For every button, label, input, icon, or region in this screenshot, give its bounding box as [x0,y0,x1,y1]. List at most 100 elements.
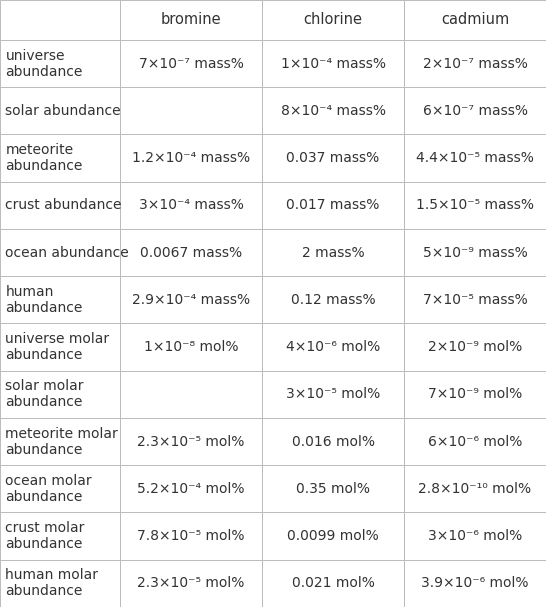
Bar [404,371,546,418]
Text: 6×10⁻⁷ mass%: 6×10⁻⁷ mass% [423,104,527,118]
Text: 3×10⁻⁶ mol%: 3×10⁻⁶ mol% [428,529,522,543]
Text: 0.017 mass%: 0.017 mass% [286,198,380,212]
Bar [0,87,120,135]
Text: 0.021 mol%: 0.021 mol% [292,577,375,591]
Bar [262,560,404,607]
Bar [262,418,404,465]
Text: cadmium: cadmium [441,13,509,27]
Bar [120,324,262,371]
Text: 8×10⁻⁴ mass%: 8×10⁻⁴ mass% [281,104,385,118]
Bar [120,371,262,418]
Bar [404,324,546,371]
Text: 1.5×10⁻⁵ mass%: 1.5×10⁻⁵ mass% [416,198,534,212]
Text: universe molar
abundance: universe molar abundance [5,332,110,362]
Text: 0.35 mol%: 0.35 mol% [296,482,370,496]
Bar [262,0,404,40]
Bar [120,40,262,87]
Text: crust molar
abundance: crust molar abundance [5,521,85,551]
Text: 4×10⁻⁶ mol%: 4×10⁻⁶ mol% [286,340,380,354]
Bar [404,229,546,276]
Text: 6×10⁻⁶ mol%: 6×10⁻⁶ mol% [428,435,522,449]
Bar [120,135,262,181]
Text: ocean abundance: ocean abundance [5,246,129,260]
Text: solar molar
abundance: solar molar abundance [5,379,84,410]
Text: bromine: bromine [161,13,222,27]
Text: chlorine: chlorine [304,13,363,27]
Text: solar abundance: solar abundance [5,104,121,118]
Text: ocean molar
abundance: ocean molar abundance [5,474,92,504]
Text: 3.9×10⁻⁶ mol%: 3.9×10⁻⁶ mol% [422,577,529,591]
Bar [262,276,404,324]
Bar [0,560,120,607]
Text: 1×10⁻⁴ mass%: 1×10⁻⁴ mass% [281,56,385,70]
Bar [0,276,120,324]
Text: 7×10⁻⁹ mol%: 7×10⁻⁹ mol% [428,387,522,401]
Bar [120,418,262,465]
Bar [404,465,546,512]
Text: meteorite molar
abundance: meteorite molar abundance [5,427,118,456]
Bar [404,418,546,465]
Bar [404,276,546,324]
Text: 2.3×10⁻⁵ mol%: 2.3×10⁻⁵ mol% [138,577,245,591]
Text: 2.8×10⁻¹⁰ mol%: 2.8×10⁻¹⁰ mol% [418,482,532,496]
Text: 0.016 mol%: 0.016 mol% [292,435,375,449]
Text: 0.0067 mass%: 0.0067 mass% [140,246,242,260]
Text: 7.8×10⁻⁵ mol%: 7.8×10⁻⁵ mol% [138,529,245,543]
Text: 0.12 mass%: 0.12 mass% [291,293,375,307]
Bar [262,135,404,181]
Bar [262,324,404,371]
Text: human molar
abundance: human molar abundance [5,568,98,599]
Text: 2×10⁻⁷ mass%: 2×10⁻⁷ mass% [423,56,527,70]
Bar [0,324,120,371]
Bar [404,0,546,40]
Text: 0.037 mass%: 0.037 mass% [287,151,379,165]
Text: 2.3×10⁻⁵ mol%: 2.3×10⁻⁵ mol% [138,435,245,449]
Text: 7×10⁻⁷ mass%: 7×10⁻⁷ mass% [139,56,244,70]
Bar [120,0,262,40]
Bar [0,371,120,418]
Text: 4.4×10⁻⁵ mass%: 4.4×10⁻⁵ mass% [416,151,534,165]
Bar [262,87,404,135]
Bar [0,465,120,512]
Text: 3×10⁻⁵ mol%: 3×10⁻⁵ mol% [286,387,380,401]
Bar [262,229,404,276]
Bar [120,276,262,324]
Bar [120,560,262,607]
Text: 2 mass%: 2 mass% [302,246,364,260]
Bar [404,87,546,135]
Bar [0,40,120,87]
Text: 2.9×10⁻⁴ mass%: 2.9×10⁻⁴ mass% [132,293,250,307]
Bar [262,371,404,418]
Text: 1×10⁻⁸ mol%: 1×10⁻⁸ mol% [144,340,239,354]
Bar [262,512,404,560]
Bar [120,465,262,512]
Bar [120,181,262,229]
Bar [0,135,120,181]
Bar [404,181,546,229]
Text: crust abundance: crust abundance [5,198,122,212]
Text: 5.2×10⁻⁴ mol%: 5.2×10⁻⁴ mol% [138,482,245,496]
Bar [120,87,262,135]
Text: 5×10⁻⁹ mass%: 5×10⁻⁹ mass% [423,246,527,260]
Bar [0,0,120,40]
Text: 0.0099 mol%: 0.0099 mol% [287,529,379,543]
Bar [404,135,546,181]
Bar [404,512,546,560]
Bar [404,40,546,87]
Text: human
abundance: human abundance [5,285,83,315]
Text: universe
abundance: universe abundance [5,49,83,79]
Bar [0,418,120,465]
Text: 1.2×10⁻⁴ mass%: 1.2×10⁻⁴ mass% [132,151,250,165]
Bar [120,229,262,276]
Bar [262,181,404,229]
Bar [120,512,262,560]
Text: 3×10⁻⁴ mass%: 3×10⁻⁴ mass% [139,198,244,212]
Bar [404,560,546,607]
Text: 2×10⁻⁹ mol%: 2×10⁻⁹ mol% [428,340,522,354]
Bar [0,512,120,560]
Bar [0,181,120,229]
Bar [262,40,404,87]
Bar [0,229,120,276]
Text: meteorite
abundance: meteorite abundance [5,143,83,173]
Text: 7×10⁻⁵ mass%: 7×10⁻⁵ mass% [423,293,527,307]
